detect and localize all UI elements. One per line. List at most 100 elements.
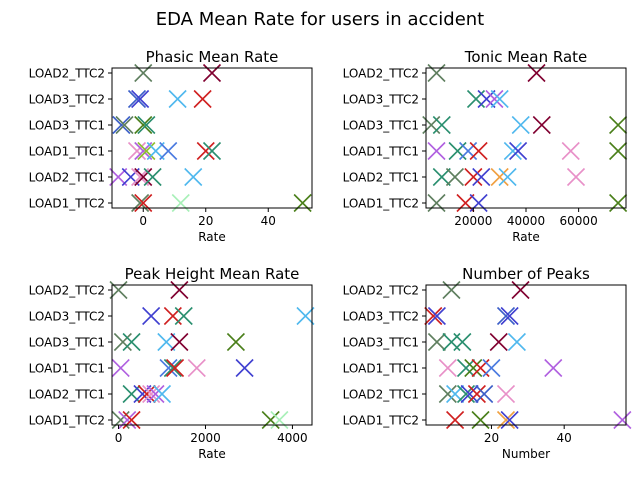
- data-point: [477, 89, 496, 109]
- data-point: [485, 89, 504, 109]
- data-point: [127, 89, 147, 109]
- data-point: [170, 280, 189, 300]
- data-point: [432, 115, 451, 135]
- y-tick-label: LOAD3_TTC2: [343, 310, 419, 324]
- data-point: [507, 332, 526, 352]
- data-point: [490, 89, 509, 109]
- y-tick-label: LOAD3_TTC1: [343, 119, 419, 133]
- data-point: [566, 167, 586, 187]
- y-tick-label: LOAD2_TTC1: [29, 388, 105, 402]
- data-point: [500, 306, 519, 326]
- y-tick-label: LOAD1_TTC2: [343, 197, 419, 211]
- data-point: [498, 167, 517, 187]
- y-tick-label: LOAD2_TTC1: [343, 171, 419, 185]
- data-point: [165, 358, 185, 378]
- data-point: [464, 358, 483, 378]
- data-point: [427, 141, 446, 161]
- points: [422, 63, 628, 213]
- data-point: [532, 115, 551, 135]
- data-point: [113, 332, 132, 352]
- x-axis-label: Number: [502, 447, 550, 461]
- data-point: [109, 167, 128, 187]
- tonic-mean-rate-chart: Tonic Mean Rate LOAD1_TTC2 LOAD2_TTC1 LOAD1…: [343, 48, 628, 244]
- x-tick-label: 0: [139, 214, 147, 228]
- data-point: [503, 141, 522, 161]
- data-point: [544, 358, 563, 378]
- y-tick-label: LOAD2_TTC2: [29, 284, 105, 298]
- data-point: [489, 332, 508, 352]
- data-point: [168, 89, 187, 109]
- data-point: [438, 358, 457, 378]
- x-axis-label: Rate: [198, 447, 226, 461]
- data-point: [613, 410, 632, 430]
- data-point: [453, 332, 472, 352]
- data-point: [137, 384, 156, 404]
- data-point: [122, 410, 141, 430]
- data-point: [511, 280, 530, 300]
- data-point: [159, 358, 178, 378]
- data-point: [261, 410, 280, 430]
- x-tick-label: 20000: [454, 214, 492, 228]
- data-point: [466, 89, 486, 109]
- y-tick-label: LOAD3_TTC1: [29, 119, 105, 133]
- chart-title: Number of Peaks: [462, 265, 590, 283]
- data-point: [427, 63, 446, 83]
- data-point: [171, 193, 190, 213]
- data-point: [527, 63, 546, 83]
- y-tick-label: LOAD1_TTC1: [29, 145, 105, 159]
- data-point: [511, 115, 530, 135]
- data-point: [226, 332, 245, 352]
- data-point: [464, 167, 483, 187]
- y-tick-label: LOAD2_TTC1: [343, 388, 419, 402]
- x-tick-label: 4000: [277, 431, 308, 445]
- y-tick-label: LOAD2_TTC2: [343, 67, 419, 81]
- data-point: [146, 384, 165, 404]
- data-point: [157, 332, 176, 352]
- data-point: [134, 63, 153, 83]
- data-point: [609, 141, 628, 161]
- data-point: [131, 167, 150, 187]
- data-point: [193, 89, 212, 109]
- data-point: [475, 384, 494, 404]
- y-tick-label: LOAD2_TTC2: [343, 284, 419, 298]
- x-tick-label: 20: [484, 431, 499, 445]
- chart-title: Tonic Mean Rate: [464, 48, 588, 66]
- data-point: [133, 384, 152, 404]
- data-point: [143, 167, 162, 187]
- data-point: [609, 193, 628, 213]
- data-point: [471, 410, 490, 430]
- y-tick-label: LOAD3_TTC1: [343, 336, 419, 350]
- data-point: [122, 332, 141, 352]
- y-tick-label: LOAD1_TTC1: [29, 362, 105, 376]
- data-point: [159, 141, 178, 161]
- data-point: [561, 141, 580, 161]
- data-point: [432, 167, 451, 187]
- x-tick-label: 20: [198, 214, 213, 228]
- data-point: [134, 193, 153, 213]
- data-point: [134, 167, 153, 187]
- data-point: [482, 358, 501, 378]
- phasic-mean-rate-chart: Phasic Mean Rate LOAD1_TTC2 LOAD2_TTC1 LOAD…: [29, 48, 313, 244]
- x-tick-label: 60000: [560, 214, 598, 228]
- data-point: [187, 358, 206, 378]
- y-tick-label: LOAD1_TTC2: [29, 197, 105, 211]
- data-point: [490, 167, 509, 187]
- x-tick-label: 0: [115, 431, 123, 445]
- data-point: [127, 141, 147, 161]
- y-tick-label: LOAD3_TTC1: [29, 336, 105, 350]
- data-point: [146, 141, 165, 161]
- data-point: [111, 358, 130, 378]
- data-point: [296, 306, 315, 326]
- y-tick-label: LOAD1_TTC1: [343, 362, 419, 376]
- data-point: [424, 306, 443, 326]
- data-point: [445, 167, 465, 187]
- data-point: [202, 63, 222, 83]
- points: [424, 280, 632, 430]
- data-point: [235, 358, 254, 378]
- data-point: [131, 193, 150, 213]
- x-tick-label: 2000: [190, 431, 221, 445]
- data-point: [467, 384, 486, 404]
- x-axis-label: Rate: [198, 230, 226, 244]
- data-point: [472, 167, 491, 187]
